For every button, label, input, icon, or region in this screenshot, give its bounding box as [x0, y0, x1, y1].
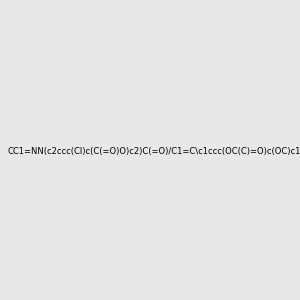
Text: CC1=NN(c2ccc(Cl)c(C(=O)O)c2)C(=O)/C1=C\c1ccc(OC(C)=O)c(OC)c1: CC1=NN(c2ccc(Cl)c(C(=O)O)c2)C(=O)/C1=C\c… [7, 147, 300, 156]
